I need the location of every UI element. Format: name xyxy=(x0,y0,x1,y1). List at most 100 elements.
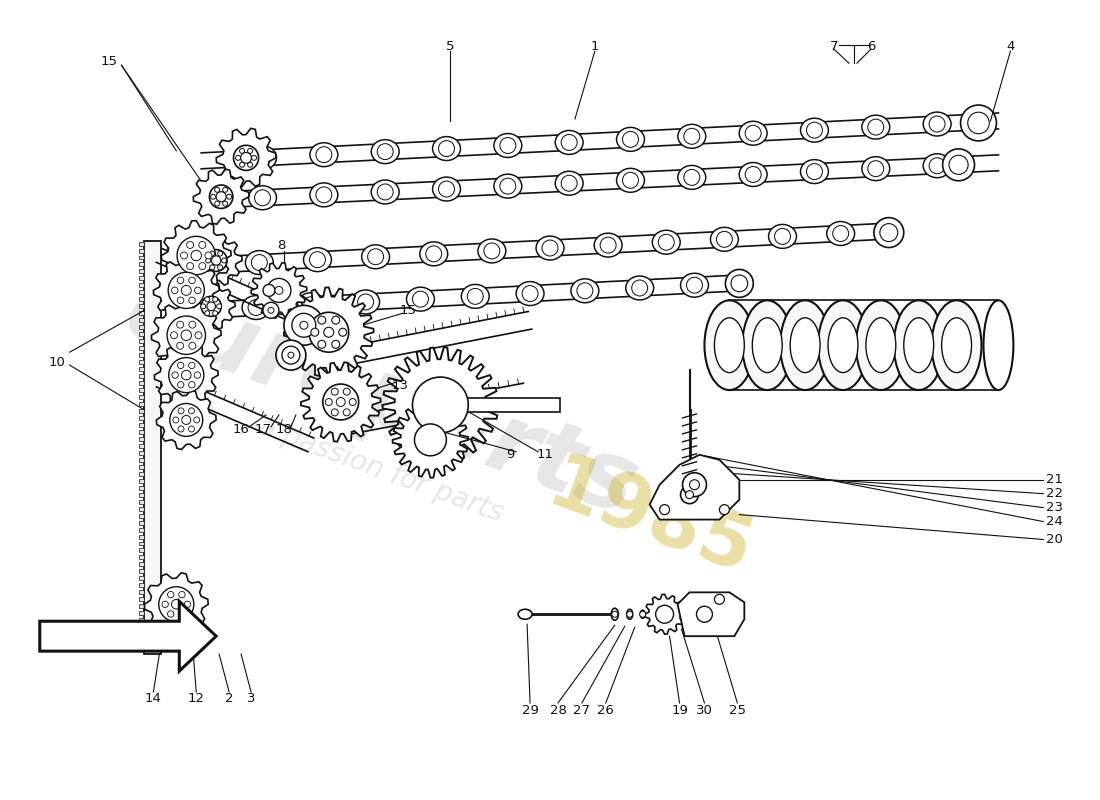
Circle shape xyxy=(275,286,283,294)
Circle shape xyxy=(880,224,898,242)
Ellipse shape xyxy=(983,300,1013,390)
Circle shape xyxy=(868,119,883,135)
Circle shape xyxy=(367,249,384,265)
Circle shape xyxy=(412,377,469,433)
Circle shape xyxy=(227,194,232,199)
FancyBboxPatch shape xyxy=(140,542,144,546)
Circle shape xyxy=(309,312,349,352)
Circle shape xyxy=(217,304,221,309)
Polygon shape xyxy=(156,390,217,450)
Circle shape xyxy=(316,146,332,162)
FancyBboxPatch shape xyxy=(140,283,144,287)
Circle shape xyxy=(806,163,823,179)
Circle shape xyxy=(189,321,196,328)
Circle shape xyxy=(696,606,713,622)
FancyBboxPatch shape xyxy=(140,632,144,636)
Circle shape xyxy=(252,155,256,160)
FancyBboxPatch shape xyxy=(140,249,144,253)
FancyBboxPatch shape xyxy=(140,270,144,274)
Circle shape xyxy=(349,398,356,406)
Circle shape xyxy=(282,346,300,364)
FancyBboxPatch shape xyxy=(140,304,144,308)
Circle shape xyxy=(725,270,754,298)
FancyBboxPatch shape xyxy=(140,326,144,330)
FancyBboxPatch shape xyxy=(140,423,144,427)
Ellipse shape xyxy=(352,290,379,314)
Polygon shape xyxy=(645,594,684,634)
FancyBboxPatch shape xyxy=(140,360,144,364)
Text: 22: 22 xyxy=(1046,487,1064,500)
FancyBboxPatch shape xyxy=(140,451,144,455)
Circle shape xyxy=(235,155,241,160)
Circle shape xyxy=(212,310,218,316)
Circle shape xyxy=(686,278,703,293)
Polygon shape xyxy=(284,287,374,377)
FancyBboxPatch shape xyxy=(140,430,144,434)
Circle shape xyxy=(248,149,253,154)
Ellipse shape xyxy=(861,157,890,181)
Text: 25: 25 xyxy=(729,705,746,718)
Circle shape xyxy=(199,262,206,270)
Circle shape xyxy=(623,131,638,147)
Circle shape xyxy=(542,240,558,256)
Ellipse shape xyxy=(249,146,276,170)
Polygon shape xyxy=(190,235,242,286)
Ellipse shape xyxy=(612,608,618,620)
Circle shape xyxy=(631,280,648,296)
FancyBboxPatch shape xyxy=(140,346,144,350)
Ellipse shape xyxy=(894,300,944,390)
Circle shape xyxy=(561,134,578,150)
Circle shape xyxy=(833,226,848,242)
Circle shape xyxy=(868,161,883,177)
Ellipse shape xyxy=(801,160,828,183)
Circle shape xyxy=(377,144,393,160)
Circle shape xyxy=(168,358,204,393)
Circle shape xyxy=(873,218,904,247)
Circle shape xyxy=(195,372,200,378)
FancyBboxPatch shape xyxy=(140,570,144,574)
Circle shape xyxy=(216,192,227,202)
FancyBboxPatch shape xyxy=(144,241,162,654)
Circle shape xyxy=(194,417,200,423)
FancyBboxPatch shape xyxy=(140,506,144,510)
Circle shape xyxy=(205,297,210,302)
Ellipse shape xyxy=(818,300,868,390)
Text: 28: 28 xyxy=(550,705,566,718)
Polygon shape xyxy=(301,362,381,442)
Circle shape xyxy=(318,340,326,348)
FancyBboxPatch shape xyxy=(140,527,144,531)
Circle shape xyxy=(267,278,290,302)
Ellipse shape xyxy=(627,610,632,619)
Circle shape xyxy=(177,277,184,284)
Circle shape xyxy=(241,153,252,163)
Circle shape xyxy=(158,586,194,622)
FancyBboxPatch shape xyxy=(140,618,144,622)
Ellipse shape xyxy=(932,300,981,390)
FancyBboxPatch shape xyxy=(440,398,560,412)
Circle shape xyxy=(484,243,499,259)
Circle shape xyxy=(412,291,428,307)
FancyBboxPatch shape xyxy=(140,521,144,525)
Circle shape xyxy=(343,409,350,416)
Circle shape xyxy=(210,265,214,270)
Circle shape xyxy=(177,297,184,304)
Ellipse shape xyxy=(681,274,708,297)
Circle shape xyxy=(601,237,616,253)
Circle shape xyxy=(214,187,220,192)
Ellipse shape xyxy=(518,610,532,619)
Circle shape xyxy=(960,105,997,141)
FancyBboxPatch shape xyxy=(140,277,144,281)
FancyBboxPatch shape xyxy=(140,458,144,462)
Circle shape xyxy=(173,417,179,423)
Circle shape xyxy=(206,250,227,271)
FancyBboxPatch shape xyxy=(140,381,144,385)
Ellipse shape xyxy=(904,318,934,373)
Circle shape xyxy=(178,408,184,414)
Text: 21: 21 xyxy=(1046,474,1064,486)
Text: 5: 5 xyxy=(447,40,454,53)
Circle shape xyxy=(180,252,187,259)
Ellipse shape xyxy=(245,250,273,274)
Circle shape xyxy=(263,302,279,318)
Ellipse shape xyxy=(420,242,448,266)
FancyBboxPatch shape xyxy=(140,437,144,441)
